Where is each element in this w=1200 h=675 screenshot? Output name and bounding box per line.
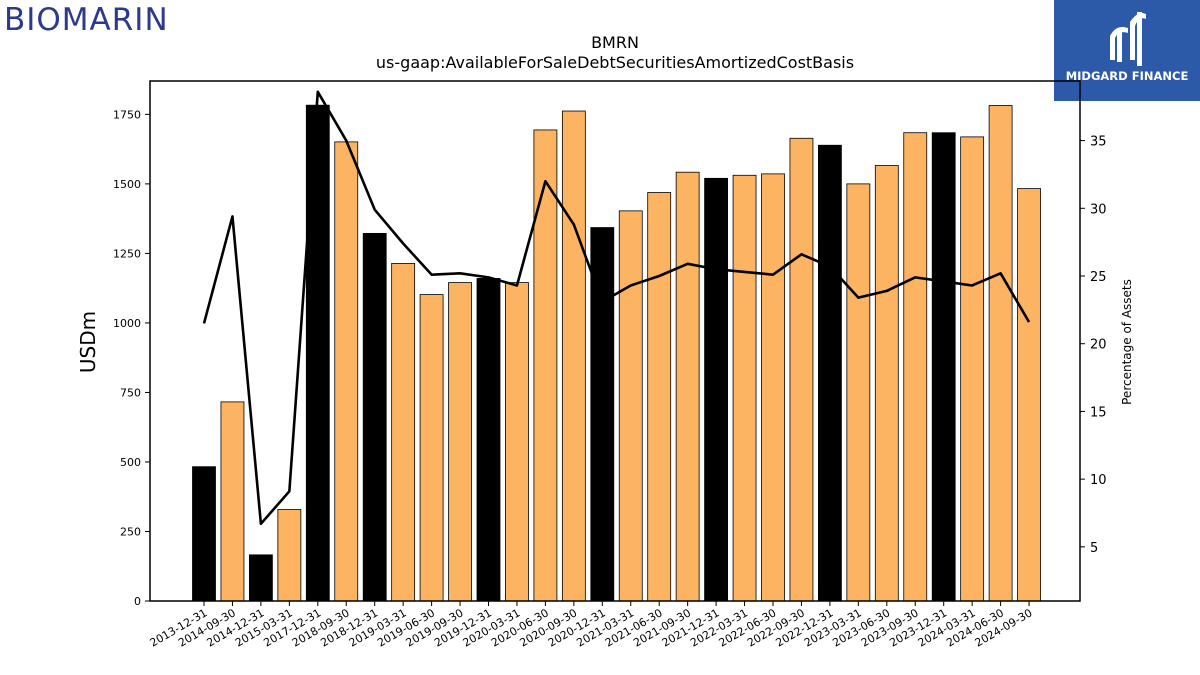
bar-2023-03-31 xyxy=(846,183,871,602)
chart-subtitle: us-gaap:AvailableForSaleDebtSecuritiesAm… xyxy=(376,53,854,72)
y-right-tick-label: 5 xyxy=(1090,541,1098,556)
biomarin-logo-text: BIOMARIN xyxy=(4,2,169,38)
bar-series xyxy=(192,104,1041,602)
bar-2020-09-30 xyxy=(561,110,586,602)
midgard-logo-text: MIDGARD FINANCE xyxy=(1065,69,1189,83)
bar-2013-12-31 xyxy=(192,466,216,602)
bar-2020-06-30 xyxy=(533,129,558,602)
midgard-finance-logo: MIDGARD FINANCE xyxy=(1054,0,1200,101)
y-tick-label: 0 xyxy=(134,595,141,608)
bar-2024-03-31 xyxy=(960,136,985,602)
bar-2018-12-31 xyxy=(362,232,387,602)
y-right-tick-label: 20 xyxy=(1090,338,1107,353)
bar-2023-12-31 xyxy=(931,132,956,602)
bar-2019-12-31 xyxy=(476,278,501,602)
plot-frame xyxy=(149,80,1081,602)
y-right-tick-label: 30 xyxy=(1090,202,1107,217)
bar-2022-09-30 xyxy=(789,137,814,602)
y-tick-label: 1250 xyxy=(113,247,141,260)
bar-2022-12-31 xyxy=(818,144,842,602)
percentage-of-assets-line xyxy=(202,90,1031,526)
bar-2024-09-30 xyxy=(1017,188,1041,602)
bar-2015-03-31 xyxy=(277,509,302,602)
y-tick-label: 1500 xyxy=(113,178,141,191)
bar-2019-06-30 xyxy=(419,294,444,602)
bar-2014-09-30 xyxy=(220,401,245,602)
y-tick-label: 250 xyxy=(120,525,141,538)
y-tick-label: 500 xyxy=(120,456,141,469)
bar-2022-06-30 xyxy=(761,173,785,602)
biomarin-logo: BIOMARIN xyxy=(4,2,169,38)
bar-2023-06-30 xyxy=(874,165,899,602)
chart-title: BMRN xyxy=(591,33,639,52)
y-tick-label: 750 xyxy=(120,386,141,399)
bar-2020-03-31 xyxy=(505,282,529,602)
y-axis-label: USDm xyxy=(76,311,100,373)
y-tick-label: 1000 xyxy=(113,317,141,330)
y-axis-right-label: Percentage of Assets xyxy=(1120,279,1134,405)
bar-2018-09-30 xyxy=(334,141,359,602)
bar-2021-12-31 xyxy=(704,177,728,602)
bar-2021-06-30 xyxy=(647,192,672,602)
bar-2019-03-31 xyxy=(391,263,416,602)
y-right-tick-label: 10 xyxy=(1090,473,1107,488)
line-series xyxy=(202,90,1031,526)
bar-2023-09-30 xyxy=(903,132,928,602)
bar-2022-03-31 xyxy=(732,174,757,602)
bar-2017-12-31 xyxy=(305,104,330,602)
midgard-emblem-icon xyxy=(1110,12,1146,66)
bar-2019-09-30 xyxy=(448,282,472,602)
y-right-tick-label: 15 xyxy=(1090,405,1107,420)
y-right-tick-label: 35 xyxy=(1090,135,1107,150)
y-tick-label: 1750 xyxy=(113,108,141,121)
bar-2014-12-31 xyxy=(248,554,273,602)
bar-2021-03-31 xyxy=(618,210,643,602)
y-right-tick-label: 25 xyxy=(1090,270,1107,285)
bar-2024-06-30 xyxy=(988,105,1013,602)
bar-2021-09-30 xyxy=(675,171,700,602)
